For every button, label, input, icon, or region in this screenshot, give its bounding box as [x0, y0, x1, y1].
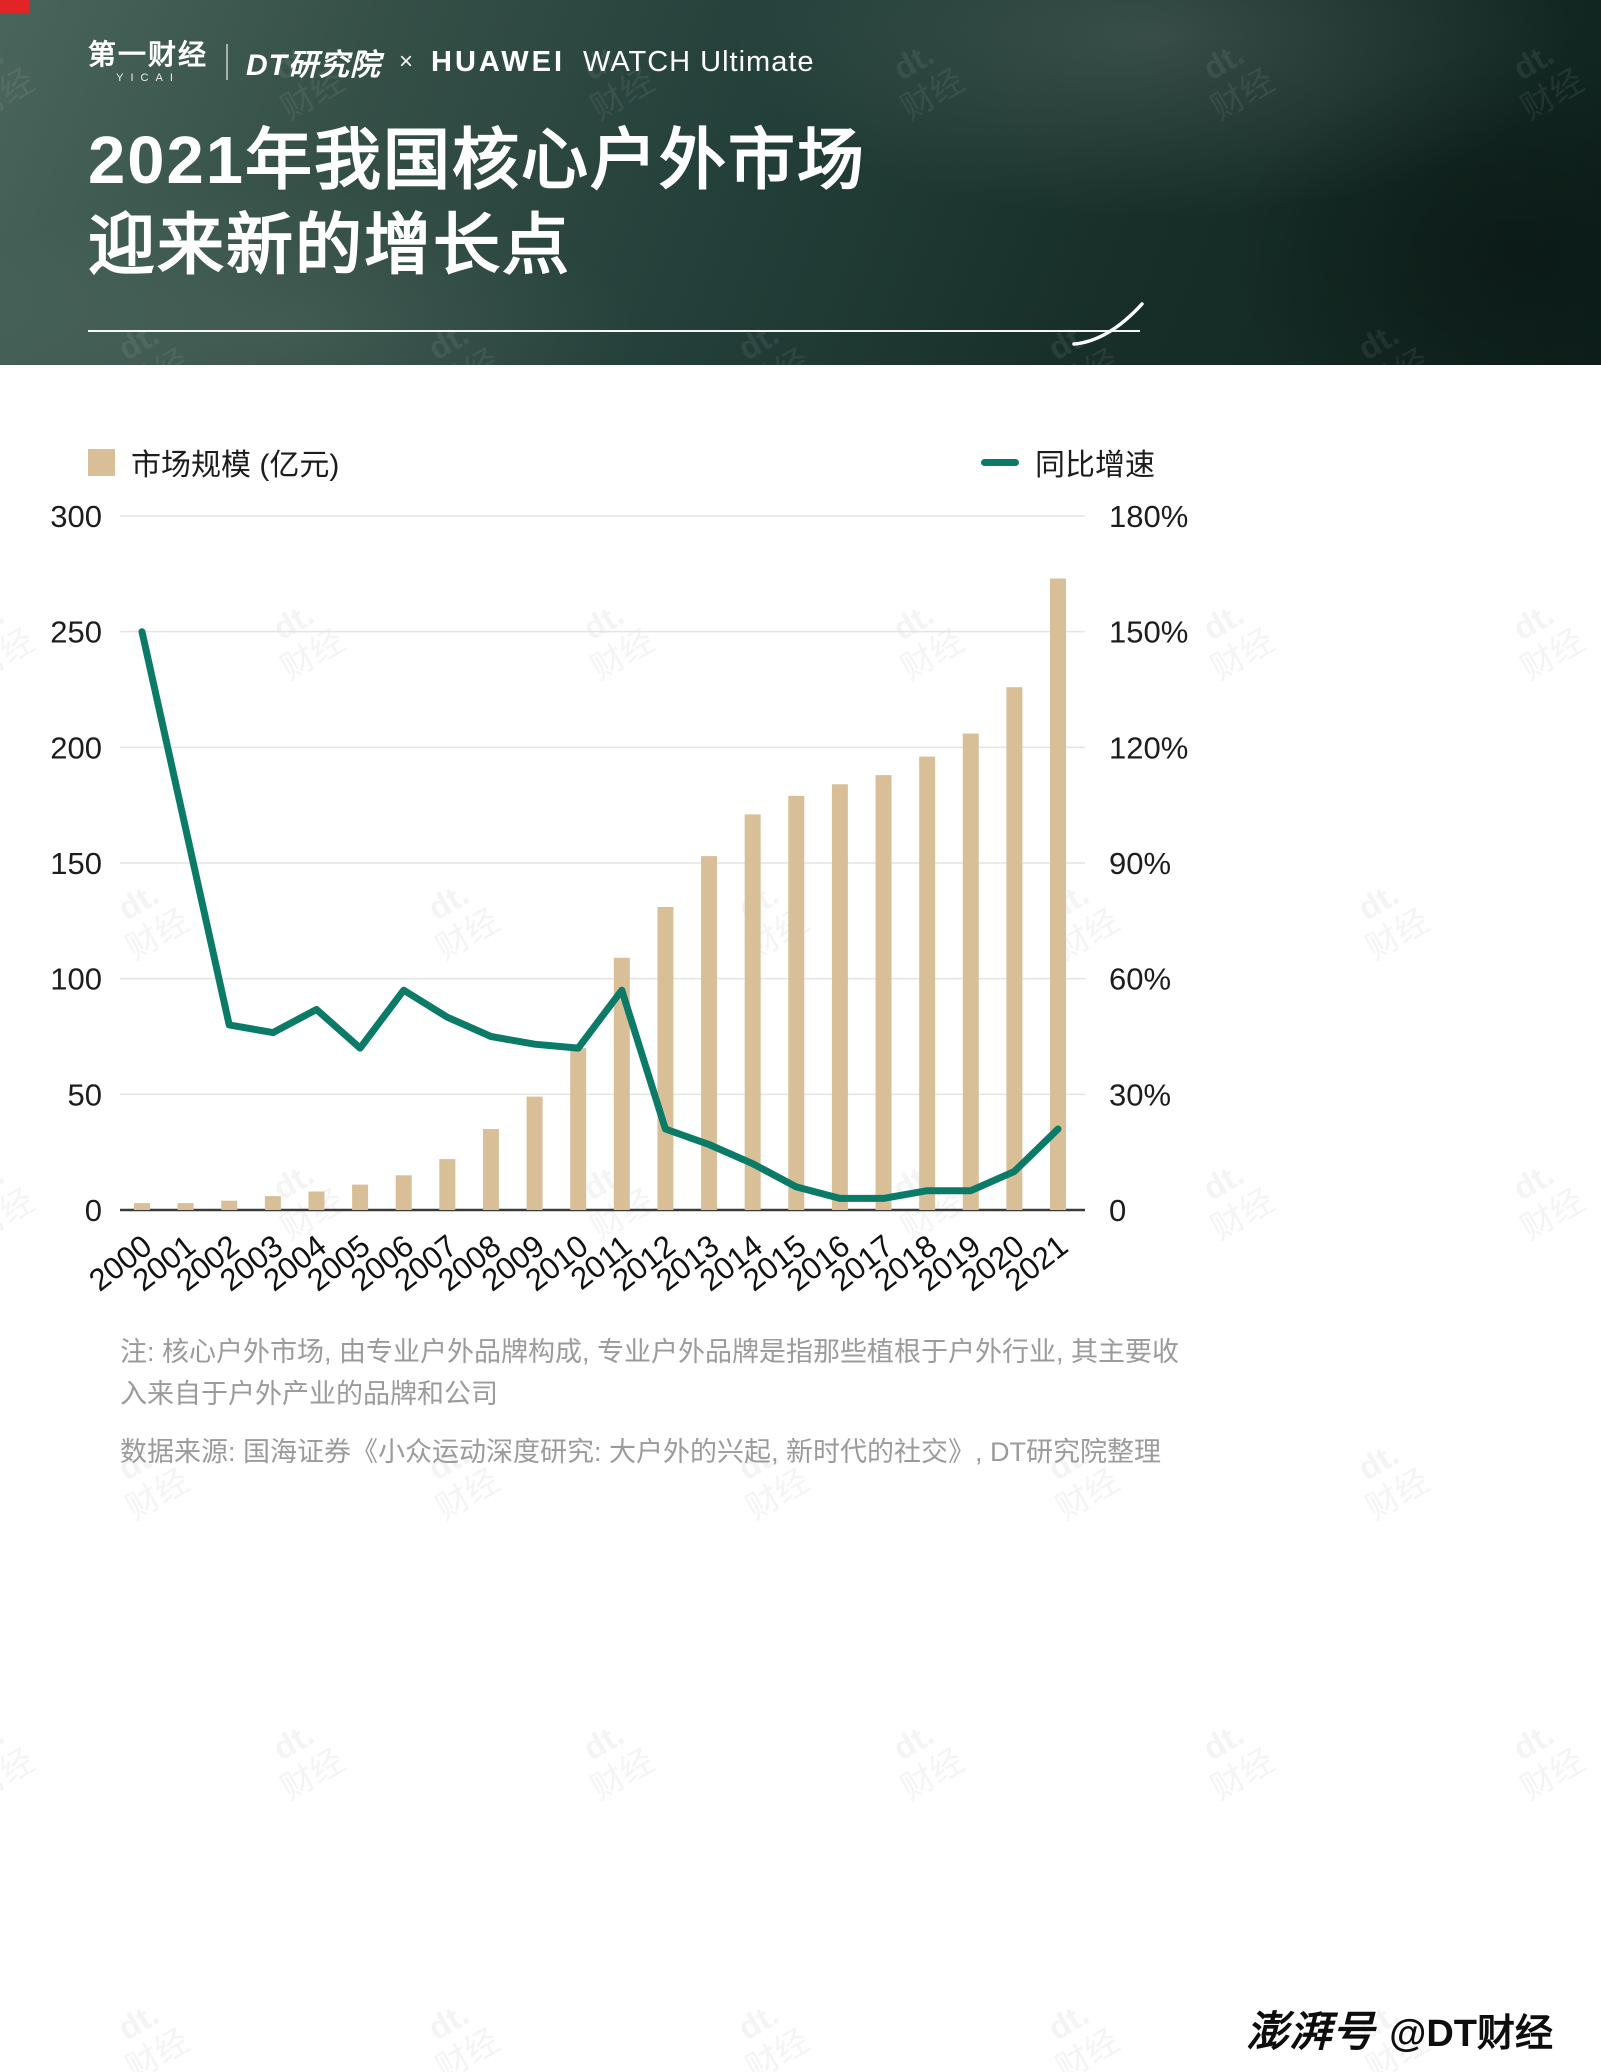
bar-2012 [657, 907, 674, 1210]
bar-2013 [701, 856, 718, 1210]
bar-2016 [831, 784, 848, 1210]
bar-2003 [264, 1196, 281, 1210]
footnotes: 注: 核心户外市场, 由专业户外品牌构成, 专业户外品牌是指那些植根于户外行业,… [120, 1332, 1180, 1474]
watermark: dt.财经 [111, 1995, 196, 2072]
y-left-label-100: 100 [50, 962, 102, 997]
watermark: dt.财经 [886, 1715, 971, 1807]
bar-2019 [962, 733, 979, 1210]
line-swatch-icon [981, 458, 1019, 466]
growth-line [138, 628, 1062, 1202]
bar-2007 [439, 1159, 456, 1210]
title-underline [88, 330, 1140, 332]
y-right-label-120%: 120% [1109, 730, 1188, 765]
page-title-line2: 迎来新的增长点 [88, 208, 571, 284]
y-left-label-50: 50 [68, 1077, 102, 1112]
cross-symbol: × [399, 48, 414, 75]
bar-2017 [875, 775, 892, 1210]
page-title: 2021年我国核心户外市场 迎来新的增长点 [88, 118, 866, 288]
y-right-label-180%: 180% [1109, 499, 1188, 534]
y-left-label-150: 150 [50, 846, 102, 881]
header-banner: 第一财经 YICAI DT研究院 × HUAWEI WATCH Ultimate… [0, 0, 1601, 365]
logo-divider [226, 44, 229, 80]
watermark: dt.财经 [1196, 1715, 1281, 1807]
y-left-label-200: 200 [50, 730, 102, 765]
watermark: dt.财经 [266, 1715, 351, 1807]
watermark: dt.财经 [1506, 1715, 1591, 1807]
legend-item-line: 同比增速 [981, 440, 1155, 484]
bar-2020 [1006, 687, 1023, 1210]
bar-2010 [570, 1048, 587, 1210]
pengpai-logo: 澎湃号 [1246, 2008, 1376, 2055]
yicai-logo: 第一财经 YICAI [88, 38, 209, 84]
chart-legend: 市场规模 (亿元) 同比增速 [88, 440, 1155, 484]
watermark: dt.财经 [576, 1715, 661, 1807]
huawei-product-name: WATCH Ultimate [583, 45, 815, 78]
market-chart-svg: 0 0 50 30% 100 60% 150 90% 200 120% 250 150% 300 180%… [50, 499, 1188, 1298]
watermark: dt.财经 [1351, 1435, 1436, 1527]
y-right-label-90%: 90% [1109, 846, 1171, 881]
bar-2000 [134, 1203, 150, 1210]
dt-institute-logo: DT研究院 [246, 49, 382, 82]
y-right-label-30%: 30% [1109, 1077, 1171, 1112]
dt-account-handle: @DT财经 [1389, 2013, 1553, 2055]
y-right-label-0: 0 [1109, 1193, 1126, 1228]
bar-2018 [919, 756, 936, 1210]
bar-2004 [308, 1191, 325, 1210]
bar-2011 [613, 957, 630, 1210]
huawei-logo: HUAWEI [431, 45, 566, 78]
legend-bars-label: 市场规模 (亿元) [131, 449, 340, 482]
watermark: dt.财经 [0, 1715, 41, 1807]
y-left-label-300: 300 [50, 499, 102, 534]
bar-2008 [482, 1129, 499, 1210]
y-left-label-250: 250 [50, 615, 102, 650]
bar-2015 [788, 795, 805, 1210]
yicai-logo-en: YICAI [116, 71, 180, 84]
bar-2009 [526, 1096, 543, 1210]
footer-credit: 澎湃号 @DT财经 [1246, 1998, 1553, 2059]
y-left-label-0: 0 [85, 1193, 102, 1228]
page-title-line1: 2021年我国核心户外市场 [88, 123, 867, 198]
red-corner-mark [0, 0, 30, 13]
market-chart: 0 0 50 30% 100 60% 150 90% 200 120% 250 150% 300 180%… [0, 490, 1601, 1335]
bar-2001 [177, 1203, 194, 1210]
underline-swoosh [1072, 302, 1144, 346]
bar-2002 [221, 1200, 238, 1210]
watermark: dt.财经 [421, 1995, 506, 2072]
y-right-label-60%: 60% [1109, 962, 1171, 997]
footnote-definition: 注: 核心户外市场, 由专业户外品牌构成, 专业户外品牌是指那些植根于户外行业,… [120, 1337, 1180, 1409]
bar-2005 [352, 1184, 369, 1210]
bar-swatch-icon [88, 448, 115, 476]
y-right-label-150%: 150% [1109, 615, 1188, 650]
watermark: dt.财经 [1041, 1995, 1126, 2072]
bar-2021 [1050, 578, 1066, 1210]
yicai-logo-cn: 第一财经 [88, 38, 209, 70]
legend-line-label: 同比增速 [1035, 449, 1155, 482]
watermark: dt.财经 [731, 1995, 816, 2072]
bar-2006 [395, 1175, 412, 1210]
footnote-source: 数据来源: 国海证券《小众运动深度研究: 大户外的兴起, 新时代的社交》, DT… [120, 1436, 1162, 1467]
logo-row: 第一财经 YICAI DT研究院 × HUAWEI WATCH Ultimate [88, 40, 815, 84]
legend-item-bars: 市场规模 (亿元) [88, 440, 339, 484]
bar-2014 [744, 814, 761, 1210]
